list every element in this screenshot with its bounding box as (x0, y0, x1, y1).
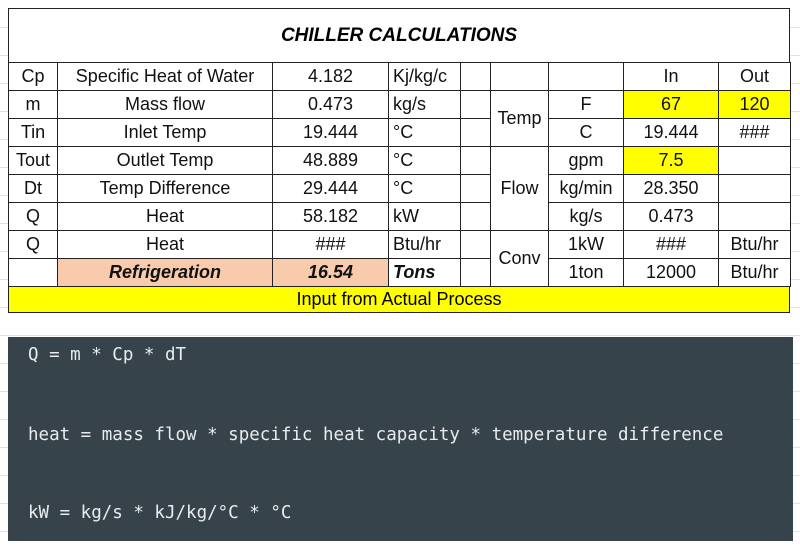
cell (548, 62, 624, 91)
cell: Tout (8, 146, 58, 175)
sheet-title: CHILLER CALCULATIONS (8, 8, 790, 62)
cell: 48.889 (272, 146, 389, 175)
cell: Btu/hr (718, 258, 791, 287)
cell: 1ton (548, 258, 624, 287)
cell: 58.182 (272, 202, 389, 231)
footer-note: Input from Actual Process (8, 286, 790, 313)
code-line: heat = mass flow * specific heat capacit… (28, 425, 724, 445)
cell: 7.5 (623, 146, 719, 175)
code-line: Q = m * Cp * dT (28, 345, 187, 365)
cell: 12000 (623, 258, 719, 287)
cell: Dt (8, 174, 58, 203)
code-block: Q = m * Cp * dT heat = mass flow * specif… (8, 337, 793, 541)
cell (718, 174, 791, 203)
cell (8, 258, 58, 287)
cell: Inlet Temp (57, 118, 273, 147)
cell: 0.473 (623, 202, 719, 231)
cell: 120 (718, 90, 791, 119)
cell: ### (623, 230, 719, 259)
cell: Btu/hr (718, 230, 791, 259)
cell: Refrigeration (57, 258, 273, 287)
cell: m (8, 90, 58, 119)
cell: 4.182 (272, 62, 389, 91)
cell: Heat (57, 230, 273, 259)
cell: Conv (490, 230, 549, 287)
cell: ### (718, 118, 791, 147)
cell: ### (272, 230, 389, 259)
cell (490, 62, 549, 91)
cell (460, 62, 491, 91)
cell: kg/s (388, 90, 461, 119)
cell: Kj/kg/c (388, 62, 461, 91)
cell (718, 202, 791, 231)
cell: Flow (490, 146, 549, 231)
cell: In (623, 62, 719, 91)
cell: Mass flow (57, 90, 273, 119)
cell: 0.473 (272, 90, 389, 119)
cell: Btu/hr (388, 230, 461, 259)
cell: kg/s (548, 202, 624, 231)
cell: Q (8, 230, 58, 259)
cell: Tin (8, 118, 58, 147)
cell: F (548, 90, 624, 119)
cell (460, 202, 491, 231)
cell: Specific Heat of Water (57, 62, 273, 91)
cell: Temp Difference (57, 174, 273, 203)
cell: Heat (57, 202, 273, 231)
cell: °C (388, 174, 461, 203)
cell (460, 258, 491, 287)
cell: C (548, 118, 624, 147)
cell (460, 90, 491, 119)
cell (460, 230, 491, 259)
cell (460, 118, 491, 147)
cell: Cp (8, 62, 58, 91)
cell: kW (388, 202, 461, 231)
cell (460, 174, 491, 203)
cell: Out (718, 62, 791, 91)
cell: Temp (490, 90, 549, 147)
cell: Tons (388, 258, 461, 287)
cell: °C (388, 146, 461, 175)
cell: 19.444 (623, 118, 719, 147)
cell: gpm (548, 146, 624, 175)
cell (460, 146, 491, 175)
cell: 1kW (548, 230, 624, 259)
cell: 19.444 (272, 118, 389, 147)
cell: Outlet Temp (57, 146, 273, 175)
code-line: kW = kg/s * kJ/kg/°C * °C (28, 503, 292, 523)
cell: 28.350 (623, 174, 719, 203)
cell: 16.54 (272, 258, 389, 287)
cell: °C (388, 118, 461, 147)
cell: Q (8, 202, 58, 231)
cell: 29.444 (272, 174, 389, 203)
cell: 67 (623, 90, 719, 119)
cell (718, 146, 791, 175)
cell: kg/min (548, 174, 624, 203)
